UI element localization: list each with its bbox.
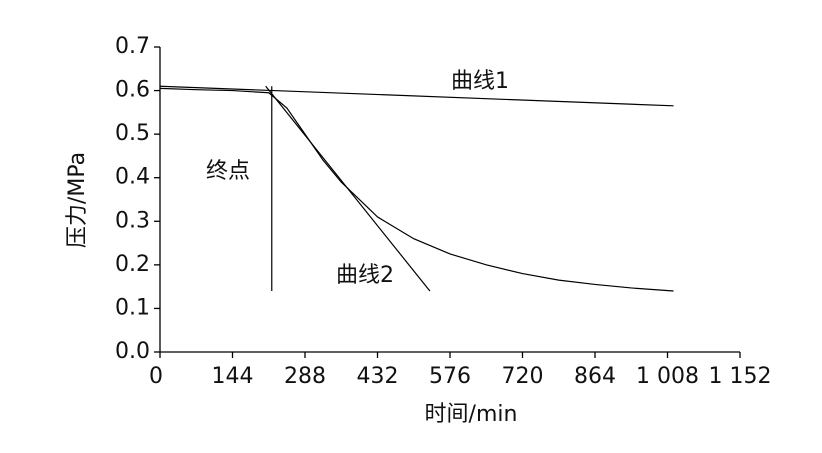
y-tick-label: 0.5 bbox=[115, 121, 150, 146]
x-tick-label: 144 bbox=[212, 364, 254, 389]
x-tick-label: 720 bbox=[502, 364, 544, 389]
x-tick-label: 864 bbox=[574, 364, 616, 389]
x-tick-label: 432 bbox=[357, 364, 399, 389]
x-tick-label: 1 152 bbox=[709, 364, 772, 389]
line bbox=[265, 85, 431, 292]
line-label: 曲线2 bbox=[336, 263, 394, 288]
y-axis-label: 压力/MPa bbox=[65, 152, 90, 248]
x-tick-label: 0 bbox=[149, 364, 163, 389]
y-tick-label: 0.3 bbox=[115, 208, 150, 233]
x-tick-label: 1 008 bbox=[636, 364, 699, 389]
x-axis-label: 时间/min bbox=[425, 402, 518, 427]
y-tick-label: 0.4 bbox=[115, 165, 150, 190]
line bbox=[159, 85, 674, 107]
y-tick-label: 0.0 bbox=[115, 339, 150, 364]
x-tick-label: 288 bbox=[284, 364, 326, 389]
y-tick-label: 0.7 bbox=[115, 34, 150, 59]
line-label: 终点 bbox=[206, 159, 250, 184]
x-tick-label: 576 bbox=[429, 364, 471, 389]
line bbox=[159, 87, 674, 292]
y-tick-label: 0.1 bbox=[115, 295, 150, 320]
y-tick-label: 0.6 bbox=[115, 78, 150, 103]
line-label: 曲线1 bbox=[451, 69, 509, 94]
y-tick-label: 0.2 bbox=[115, 252, 150, 277]
